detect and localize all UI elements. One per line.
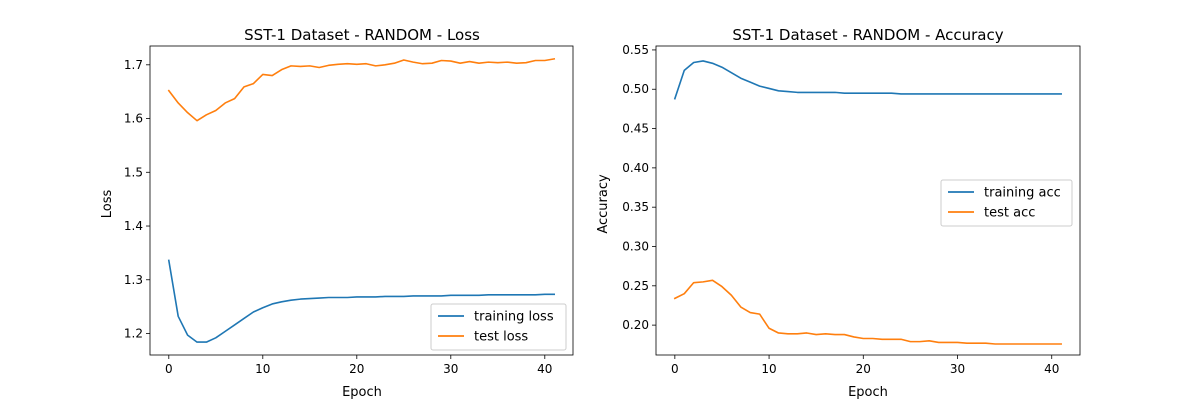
- accuracy-series-test-line: [673, 279, 1062, 345]
- loss-ytick-label: 1.5: [124, 165, 143, 179]
- accuracy-ytick-label: 0.45: [622, 122, 649, 136]
- loss-xtick-label: 40: [537, 362, 552, 376]
- loss-xtick-label: 20: [349, 362, 364, 376]
- loss-ytick-label: 1.2: [124, 327, 143, 341]
- loss-chart-ylabel: Loss: [100, 190, 115, 219]
- accuracy-xtick-label: 20: [856, 362, 871, 376]
- accuracy-ytick-label: 0.55: [622, 43, 649, 57]
- accuracy-chart-title: SST-1 Dataset - RANDOM - Accuracy: [732, 26, 1003, 44]
- loss-xtick-label: 30: [443, 362, 458, 376]
- loss-legend-box: [430, 303, 567, 351]
- accuracy-ytick-label: 0.40: [622, 161, 649, 175]
- accuracy-ytick-label: 0.35: [622, 200, 649, 214]
- loss-xtick-label: 0: [165, 362, 173, 376]
- accuracy-axes-frame: [655, 45, 1081, 356]
- loss-ytick-label: 1.6: [124, 112, 143, 126]
- accuracy-xtick-label: 30: [950, 362, 965, 376]
- accuracy-ytick-label: 0.20: [622, 318, 649, 332]
- loss-series-training-line: [167, 259, 555, 343]
- loss-ytick-label: 1.3: [124, 273, 143, 287]
- accuracy-xtick-label: 40: [1044, 362, 1059, 376]
- accuracy-chart-ylabel: Accuracy: [596, 174, 611, 234]
- loss-series-test-line: [167, 57, 556, 122]
- loss-legend-label: test loss: [474, 330, 528, 345]
- loss-ytick-label: 1.4: [124, 219, 143, 233]
- accuracy-series-training-line: [673, 60, 1062, 100]
- accuracy-xtick-label: 10: [761, 362, 776, 376]
- accuracy-chart: SST-1 Dataset - RANDOM - Accuracy Epoch …: [596, 26, 1081, 400]
- accuracy-chart-xlabel: Epoch: [848, 385, 888, 400]
- loss-axes-frame: [149, 45, 574, 356]
- loss-chart: SST-1 Dataset - RANDOM - Loss Epoch Loss…: [100, 26, 574, 400]
- loss-chart-xlabel: Epoch: [342, 385, 382, 400]
- loss-chart-title: SST-1 Dataset - RANDOM - Loss: [244, 26, 480, 44]
- accuracy-ytick-label: 0.25: [622, 279, 649, 293]
- accuracy-legend: training acc test acc: [940, 179, 1073, 227]
- loss-xtick-label: 10: [255, 362, 270, 376]
- accuracy-ytick-label: 0.50: [622, 82, 649, 96]
- accuracy-ytick-label: 0.30: [622, 239, 649, 253]
- accuracy-legend-label: test acc: [984, 206, 1035, 221]
- loss-legend-label: training loss: [474, 310, 554, 325]
- accuracy-legend-label: training acc: [984, 186, 1061, 201]
- loss-legend: training loss test loss: [430, 303, 567, 351]
- loss-ytick-label: 1.7: [124, 58, 143, 72]
- accuracy-xtick-label: 0: [671, 362, 679, 376]
